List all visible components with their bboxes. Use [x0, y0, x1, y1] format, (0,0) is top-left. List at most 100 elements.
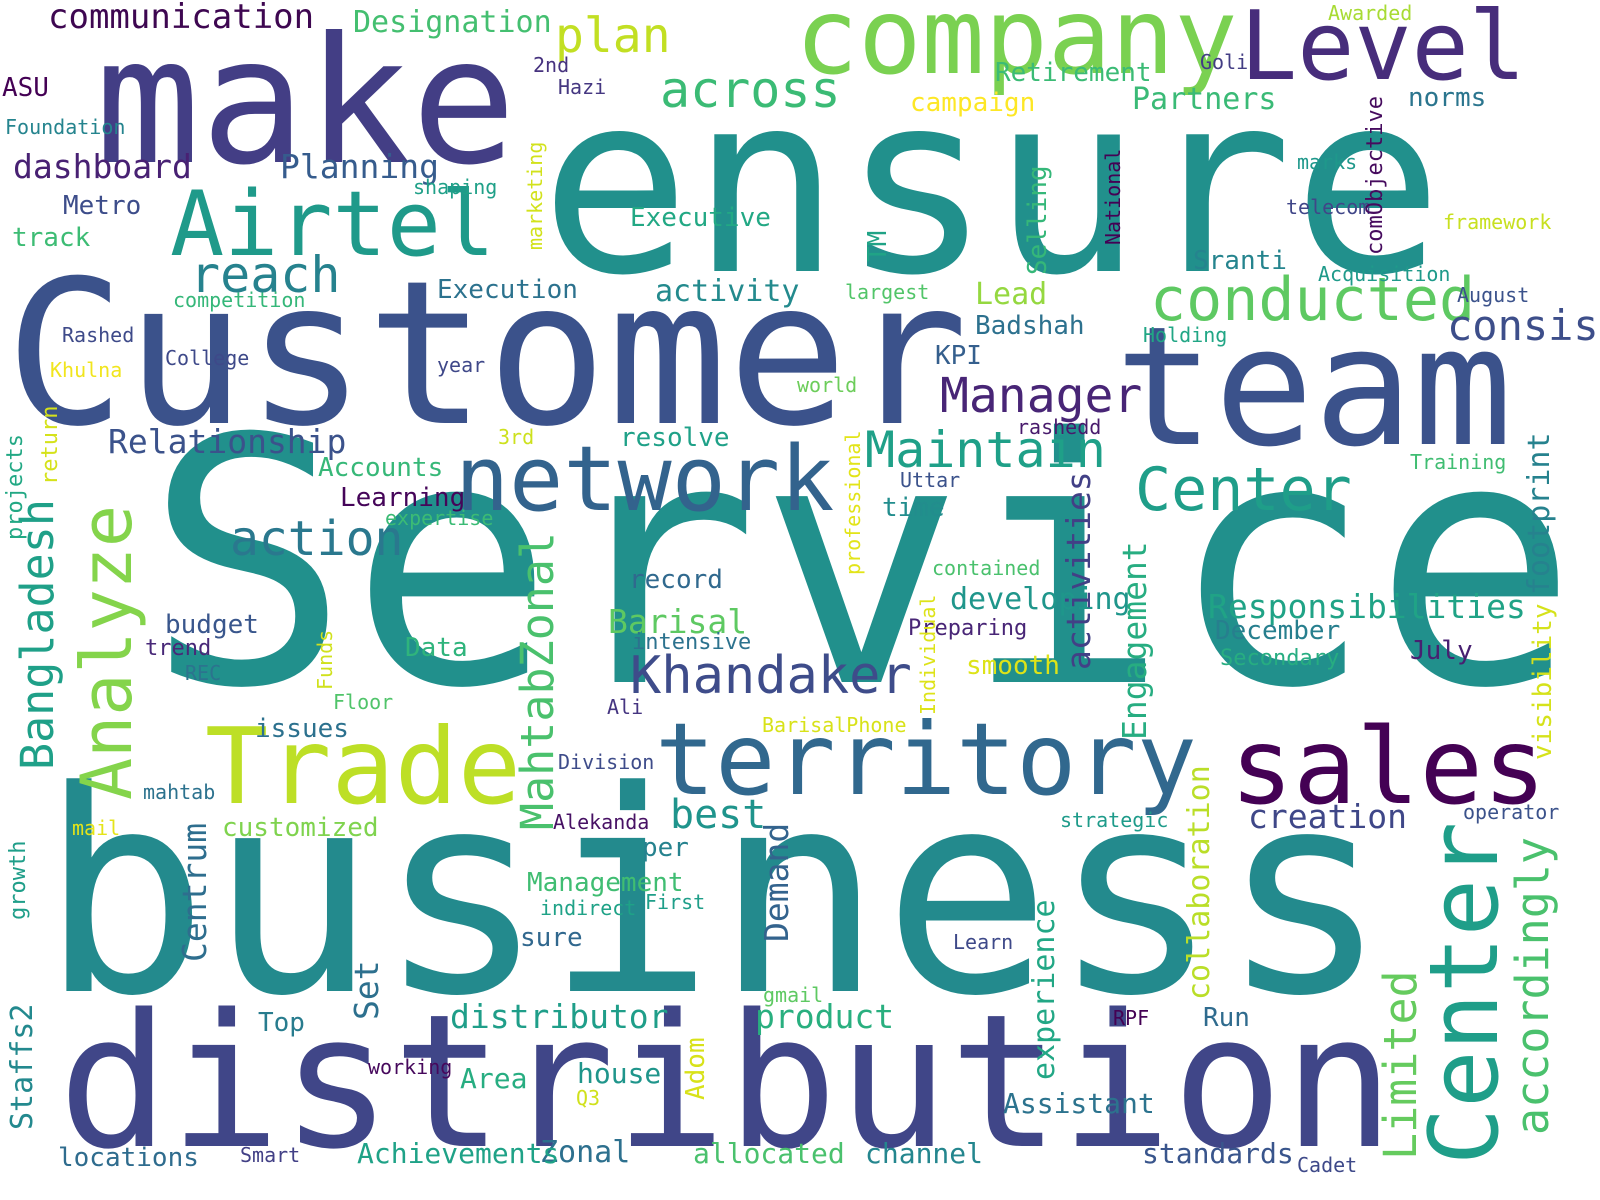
word-division: BarisalPhone [762, 713, 907, 737]
word-rashedd: 3rd [498, 425, 535, 449]
word-execution: activity [655, 274, 800, 309]
word-responsibilities: Relationship [108, 422, 347, 461]
word-secondary: Preparing [908, 616, 1028, 641]
word-kpi: developing [950, 582, 1131, 617]
word-learning: Accounts [318, 453, 444, 483]
word-telecom: framework [1443, 210, 1552, 234]
word-maintain: across [660, 61, 841, 119]
word-2nd: Goli [1200, 50, 1249, 74]
word-across: reach [190, 246, 341, 304]
word-marketing: comObjective [1363, 96, 1388, 255]
word-tm: return [38, 405, 63, 485]
word-growth: Staffs2 [5, 1003, 40, 1130]
word-distribution: distribution [58, 974, 1395, 1190]
word-funds: professional [841, 430, 865, 576]
word-retirement: campaign [910, 88, 1036, 118]
word-uttar: Training [1410, 450, 1507, 474]
word-resolve: record [629, 565, 723, 595]
word-july: December [1215, 616, 1341, 646]
word-channel: Zonal [540, 1135, 631, 1170]
word-demand: Centrum [175, 822, 214, 962]
word-acquisition: Holding [1143, 323, 1228, 347]
word-ensure: ensure [540, 39, 1444, 330]
word-ali: Floor [333, 690, 394, 714]
word-metro: ASU [2, 73, 49, 103]
word-engagement: activities [1059, 471, 1098, 670]
word-per: Management [527, 868, 684, 898]
word-accordingly: Limited [1374, 970, 1427, 1160]
word-analyzed: Adom [681, 1037, 711, 1100]
word-level: Level [1240, 0, 1526, 102]
word-comobjective: National [1101, 148, 1125, 245]
word-locations: standards [1142, 1137, 1294, 1170]
word-activities: accordingly [1506, 836, 1559, 1135]
word-alekanda: mail [72, 816, 121, 840]
word-barisal: Responsibilities [1208, 587, 1526, 626]
word-standards: allocated [693, 1137, 845, 1170]
word-bangladesh: MahtabZonal [511, 531, 564, 830]
word-centrum: visibility [1528, 603, 1558, 760]
word-team: team [1115, 291, 1513, 483]
word-rpf: gmail [763, 983, 824, 1007]
word-activity: Lead [975, 277, 1048, 312]
word-largest: world [797, 373, 858, 397]
word-foundation: Awarded [1328, 1, 1413, 25]
word-asu: smooth [966, 651, 1060, 681]
word-framework: Acquisition [1318, 262, 1451, 286]
word-sure: per [642, 833, 689, 863]
word-house: Assistant [1003, 1087, 1155, 1120]
word-network: network [455, 427, 835, 532]
word-selling: TM [863, 230, 893, 262]
word-norms: Retirement [995, 58, 1152, 88]
word-customized: product [755, 997, 895, 1036]
word-learn: First [645, 890, 706, 914]
word-analyze: conducted [1150, 265, 1476, 335]
word-competition: Secondary [1220, 646, 1340, 671]
word-adom: Individual [916, 594, 940, 715]
word-designation: communication [48, 0, 315, 37]
word-shaping: Foundation [5, 115, 126, 139]
word-time: Executive [630, 203, 771, 233]
word-goli: marks [1297, 150, 1358, 174]
word-collaboration: experience [1027, 899, 1062, 1080]
word-smart: Q3 [576, 1086, 601, 1110]
word-awarded: Hazi [558, 75, 607, 99]
word-lead: consists [1447, 301, 1600, 350]
word-khulna: Rashed [62, 323, 135, 347]
word-3rd: Sranti [1193, 246, 1287, 276]
word-area: house [577, 1057, 662, 1090]
word-product: Barisal [608, 602, 748, 641]
word-gmail: Learn [953, 930, 1014, 954]
word-relationship: Execution [437, 275, 578, 305]
word-trade: Trade [205, 706, 522, 828]
word-dashboard: Designation [353, 5, 552, 40]
word-december: resolve [620, 423, 730, 453]
word-trend: Top [258, 1008, 305, 1038]
word-khandaker: Analyze [66, 504, 148, 800]
word-training: rashedd [1017, 415, 1102, 439]
word-cadet: Smart [240, 1143, 301, 1167]
word-action: Manager [940, 368, 1143, 424]
word-record: Learning [340, 483, 466, 513]
word-holding: August [1457, 283, 1530, 307]
word-data: budget [165, 610, 259, 640]
word-staffs2: Set [347, 960, 386, 1020]
word-mahtab: Division [558, 750, 655, 774]
word-q3: working [368, 1055, 453, 1079]
word-accounts: Badshah [975, 311, 1085, 341]
word-service: Service [145, 367, 1578, 763]
word-return: projects [3, 434, 28, 540]
word-track: Metro [63, 191, 142, 221]
word-first: indirect [540, 896, 637, 920]
word-achievements: channel [865, 1137, 984, 1170]
word-allocated: Achievements [357, 1137, 560, 1170]
word-customer: Customer [5, 238, 969, 471]
word-rec: contained [932, 556, 1041, 580]
word-mahtabzonal: Cadet [1297, 1153, 1358, 1177]
word-distributor: customized [222, 813, 379, 843]
word-zonal: creation [1248, 797, 1407, 836]
word-footprint: collaboration [1182, 765, 1217, 1000]
word-hazi: 2nd [533, 53, 570, 77]
word-strategic: Alekanda [553, 810, 650, 834]
